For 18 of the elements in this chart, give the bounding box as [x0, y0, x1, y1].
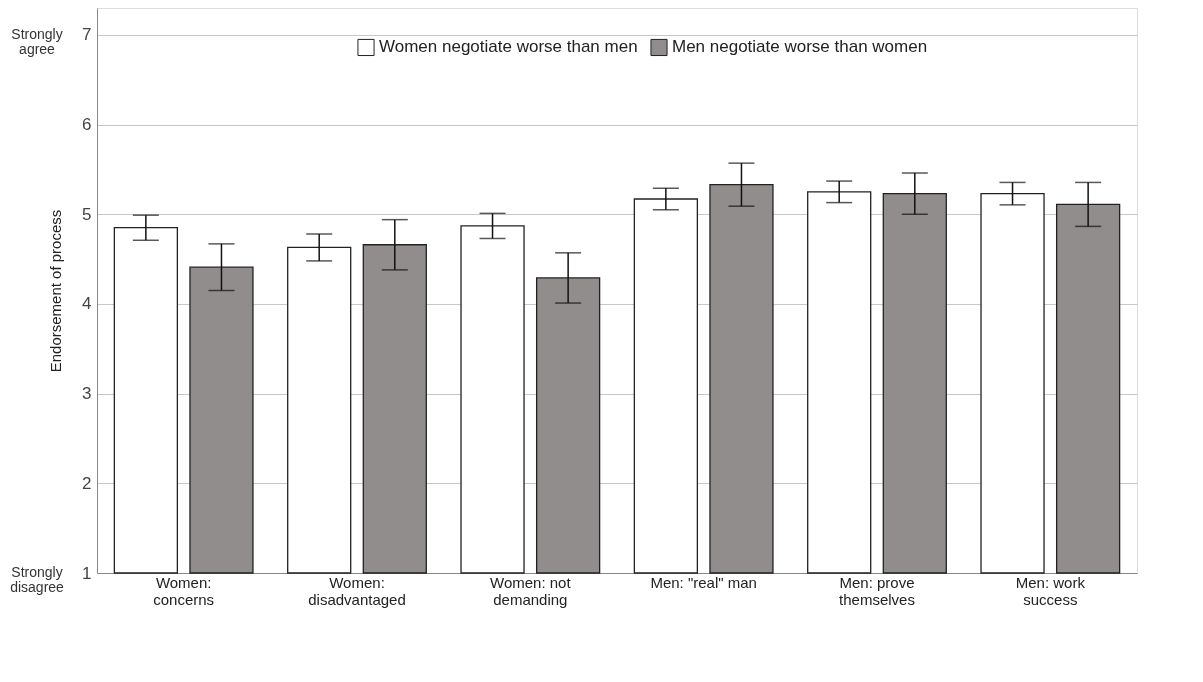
y-tick-label: 5 [82, 204, 92, 224]
y-tick-label: 6 [82, 115, 92, 135]
x-tick-label: Men: work success [1015, 573, 1086, 608]
y-tick-label: 2 [82, 473, 92, 493]
y-tick-label: 4 [82, 294, 92, 314]
x-tick-label: Women: disadvantaged [308, 573, 406, 608]
text: Strongly disagree [10, 564, 65, 595]
legend-label: Women negotiate worse than men [379, 37, 638, 57]
x-tick-label: Men: prove themselves [839, 573, 915, 608]
text: Strongly agree [11, 25, 63, 57]
y-axis-title: Endorsement of process [47, 209, 65, 373]
x-tick-label: Men: "real" man [650, 573, 757, 591]
x-tick-label: Women: not demanding [490, 573, 572, 608]
x-tick-label: Women: concerns [153, 573, 215, 608]
y-tick-label: 7 [82, 25, 92, 45]
y-tick-label: 3 [82, 384, 92, 404]
legend-label: Men negotiate worse than women [672, 37, 928, 57]
y-tick-label: 1 [82, 563, 92, 583]
